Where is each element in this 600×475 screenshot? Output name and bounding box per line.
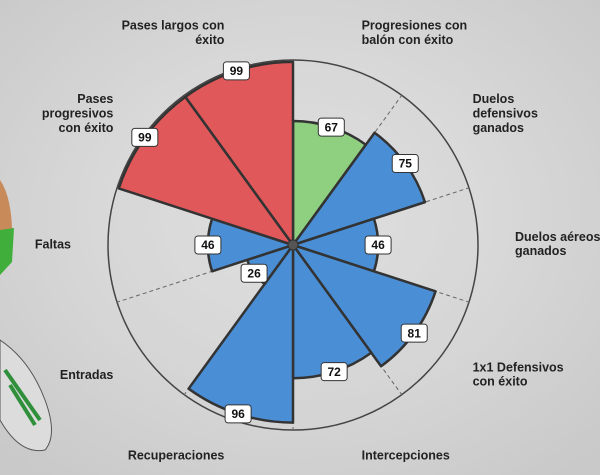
- category-label: Duelos defensivos ganados: [473, 92, 538, 135]
- category-label: Pases progresivos con éxito: [42, 92, 114, 135]
- value-label: 81: [408, 326, 422, 340]
- value-label: 99: [230, 64, 244, 78]
- center-dot: [287, 239, 299, 251]
- category-label: Progresiones con balón con éxito: [362, 19, 468, 47]
- category-label: Entradas: [60, 368, 114, 382]
- value-label: 67: [325, 120, 339, 134]
- category-label: Duelos aéreos ganados: [515, 230, 600, 258]
- value-label-box: [317, 117, 345, 137]
- value-label-box: [194, 235, 222, 255]
- value-label-box: [131, 127, 159, 147]
- value-label-box: [364, 235, 392, 255]
- value-label-box: [222, 61, 250, 81]
- category-label: Pases largos con éxito: [122, 19, 225, 47]
- category-label: 1x1 Defensivos con éxito: [473, 361, 564, 389]
- value-label: 72: [327, 365, 341, 379]
- value-label-box: [224, 404, 252, 424]
- category-label: Recuperaciones: [128, 448, 225, 462]
- category-label: Faltas: [35, 237, 71, 251]
- value-label: 26: [247, 266, 261, 280]
- value-label-box: [391, 153, 419, 173]
- category-label: Intercepciones: [362, 448, 450, 462]
- player-figure: [0, 180, 52, 452]
- value-label: 99: [138, 131, 152, 145]
- value-label: 75: [399, 157, 413, 171]
- value-label: 46: [201, 238, 215, 252]
- value-label-box: [400, 323, 428, 343]
- value-label: 96: [231, 407, 245, 421]
- value-label-box: [240, 263, 268, 283]
- value-label-box: [320, 362, 348, 382]
- value-label: 46: [371, 238, 385, 252]
